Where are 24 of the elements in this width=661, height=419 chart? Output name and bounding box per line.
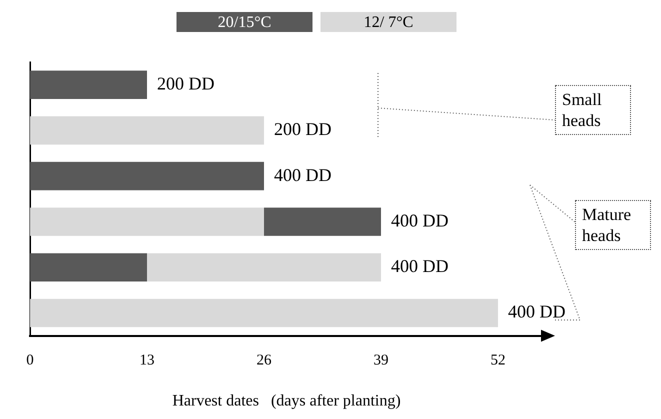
bar	[30, 70, 147, 99]
annotation: 400 DD	[391, 210, 448, 230]
annotation: 200 DD	[274, 119, 332, 140]
annotation: 400 DD	[508, 302, 566, 322]
text: Mature heads	[575, 200, 651, 250]
bar	[147, 253, 381, 282]
x-tick-label: 39	[374, 352, 388, 369]
x-tick-label: 26	[256, 352, 272, 369]
annotation: 400 DD	[274, 164, 332, 185]
x-tick-label: 0	[26, 352, 34, 369]
bar	[30, 208, 264, 236]
x-tick-label: 13	[140, 352, 154, 369]
bar	[30, 298, 498, 328]
bar	[264, 208, 381, 236]
text: 20/15°C	[218, 14, 272, 32]
text: 12/ 7°C	[364, 14, 414, 32]
bar	[30, 162, 264, 190]
annotation: 200 DD	[157, 74, 214, 94]
text: Small heads	[555, 85, 631, 135]
bar	[30, 116, 264, 145]
annotation: 400 DD	[391, 256, 448, 276]
x-axis-title: Harvest dates (days after planting)	[172, 392, 401, 410]
x-tick-label: 52	[490, 352, 506, 369]
bar	[30, 253, 147, 282]
